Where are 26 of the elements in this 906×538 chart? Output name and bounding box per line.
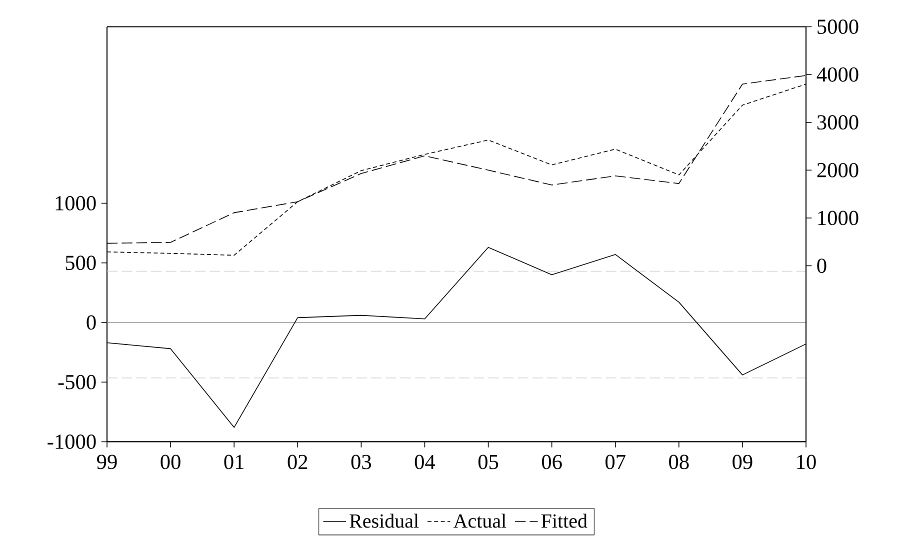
x-tick-label: 03 (351, 454, 372, 470)
y2-tick-label: 2000 (817, 162, 858, 178)
x-tick-label: 04 (414, 454, 436, 470)
y-tick-label: 500 (66, 256, 96, 270)
x-tick-label: 00 (160, 454, 180, 470)
x-tick-label: 08 (669, 454, 689, 470)
y-tick-label: -1000 (48, 434, 96, 449)
y2-tick-label: 0 (817, 258, 826, 273)
x-tick-label: 01 (224, 454, 244, 470)
x-tick-label: 05 (478, 454, 498, 470)
y2-tick-label: 3000 (817, 115, 858, 130)
y2-tick-label: 1000 (818, 210, 858, 226)
x-tick-label: 07 (606, 454, 626, 470)
legend-label: Fitted (541, 514, 588, 528)
x-tick-label: 06 (542, 454, 562, 470)
x-tick-label: 09 (732, 454, 752, 470)
y2-tick-label: 5000 (818, 20, 858, 34)
legend-label: Residual (350, 514, 419, 528)
legend-label: Actual (453, 514, 506, 528)
y-tick-label: -500 (58, 374, 96, 390)
y-tick-label: 0 (86, 315, 96, 330)
y2-tick-label: 4000 (816, 67, 858, 82)
x-tick-label: 99 (97, 454, 117, 470)
x-tick-label: 10 (797, 454, 816, 470)
x-tick-label: 02 (288, 454, 308, 470)
y-tick-label: 1000 (56, 196, 96, 210)
